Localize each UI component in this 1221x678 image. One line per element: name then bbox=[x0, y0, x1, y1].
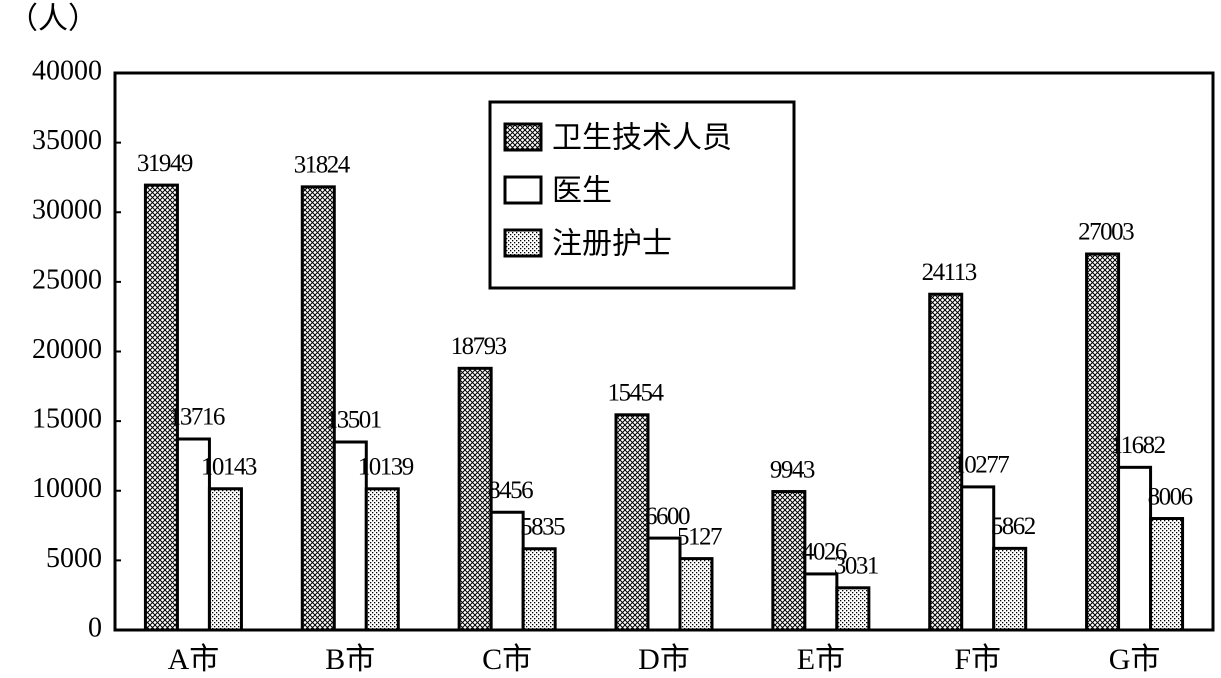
legend-swatch bbox=[503, 175, 543, 205]
value-label: 9943 bbox=[770, 456, 815, 483]
value-label: 31824 bbox=[294, 152, 351, 179]
value-label: 18793 bbox=[451, 333, 507, 360]
bar bbox=[646, 536, 682, 632]
value-label: 4026 bbox=[802, 539, 847, 566]
value-label: 5127 bbox=[677, 523, 722, 550]
value-label: 8456 bbox=[488, 477, 533, 504]
bar bbox=[521, 547, 557, 632]
value-label: 24113 bbox=[922, 259, 977, 286]
value-label: 13716 bbox=[169, 404, 225, 431]
value-label: 5862 bbox=[991, 513, 1036, 540]
y-tick-label: 5000 bbox=[46, 543, 102, 574]
bar bbox=[332, 440, 368, 632]
bar bbox=[364, 487, 400, 632]
legend-label: 医生 bbox=[552, 174, 612, 209]
bar bbox=[1149, 517, 1185, 632]
value-label: 5835 bbox=[520, 513, 565, 540]
bar bbox=[1085, 252, 1121, 632]
bar bbox=[1117, 465, 1153, 632]
value-label: 10139 bbox=[358, 454, 414, 481]
y-tick-label: 15000 bbox=[32, 404, 102, 435]
value-label: 3031 bbox=[834, 553, 878, 580]
x-tick-label: C市 bbox=[482, 643, 532, 676]
y-tick-label: 35000 bbox=[32, 125, 102, 156]
legend-label: 卫生技术人员 bbox=[552, 121, 732, 156]
bar bbox=[207, 487, 243, 632]
y-tick-label: 20000 bbox=[32, 334, 102, 365]
bar bbox=[175, 437, 211, 632]
legend-swatch bbox=[503, 228, 543, 258]
bar bbox=[489, 510, 525, 632]
y-tick-label: 0 bbox=[88, 612, 102, 643]
bar bbox=[803, 572, 839, 632]
x-tick-label: F市 bbox=[954, 643, 1001, 676]
y-axis-label: （人） bbox=[8, 2, 98, 37]
value-label: 8006 bbox=[1148, 483, 1193, 510]
bar bbox=[992, 546, 1028, 632]
bar bbox=[300, 185, 336, 632]
legend-swatch bbox=[503, 122, 543, 152]
x-tick-label: B市 bbox=[325, 643, 375, 676]
bar bbox=[678, 557, 714, 632]
value-label: 10277 bbox=[953, 452, 1009, 479]
x-tick-label: A市 bbox=[168, 643, 220, 676]
y-tick-label: 30000 bbox=[32, 195, 102, 226]
x-tick-label: E市 bbox=[797, 643, 845, 676]
x-tick-label: G市 bbox=[1109, 643, 1161, 676]
legend-label: 注册护士 bbox=[552, 227, 672, 262]
value-label: 13501 bbox=[326, 407, 381, 434]
x-tick-label: D市 bbox=[638, 643, 690, 676]
value-label: 6600 bbox=[645, 503, 690, 530]
bar bbox=[960, 485, 996, 632]
value-label: 11682 bbox=[1111, 432, 1166, 459]
value-label: 27003 bbox=[1078, 219, 1134, 246]
value-label: 31949 bbox=[137, 150, 193, 177]
y-tick-label: 40000 bbox=[32, 55, 102, 86]
y-tick-label: 10000 bbox=[32, 473, 102, 504]
bar bbox=[835, 586, 871, 632]
y-tick-label: 25000 bbox=[32, 264, 102, 295]
bar bbox=[614, 413, 650, 632]
bar bbox=[771, 490, 807, 632]
bar bbox=[457, 366, 493, 632]
value-label: 10143 bbox=[201, 453, 257, 480]
value-label: 15454 bbox=[608, 380, 665, 407]
bar bbox=[143, 183, 179, 632]
bar bbox=[928, 292, 964, 632]
